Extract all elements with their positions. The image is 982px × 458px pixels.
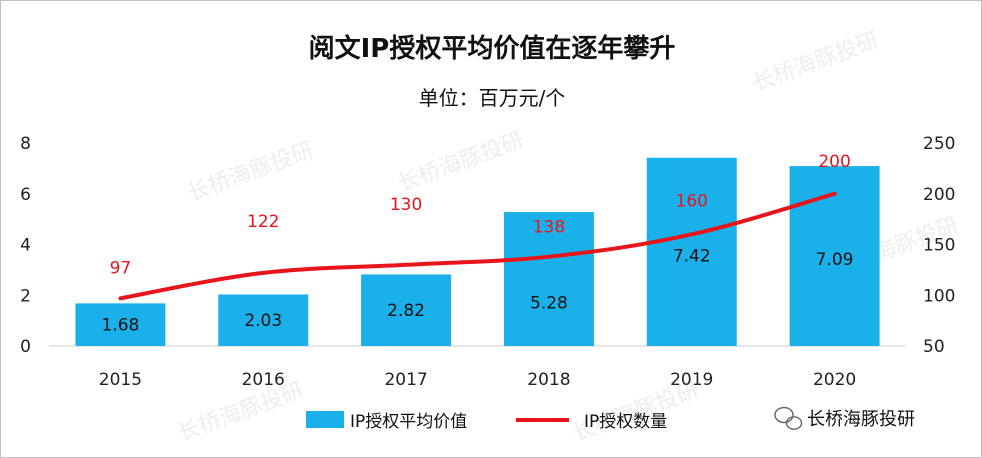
y-right-tick-label: 200 — [923, 185, 955, 205]
legend-bar-swatch — [306, 411, 344, 428]
chart-subtitle: 单位：百万元/个 — [419, 86, 566, 110]
wechat-icon — [774, 406, 803, 430]
bar — [503, 212, 594, 346]
line-value-label: 97 — [110, 258, 132, 278]
y-right-tick-label: 150 — [923, 236, 955, 256]
bar-value-labels: 1.68 2.03 2.82 5.28 7.42 7.09 — [101, 246, 853, 335]
bar — [646, 157, 737, 346]
bar — [789, 166, 880, 346]
x-tick-label: 2015 — [99, 370, 142, 390]
line-series — [118, 191, 837, 301]
x-tick-label: 2019 — [670, 370, 713, 390]
bar — [361, 274, 452, 346]
x-tick-label: 2016 — [242, 370, 285, 390]
y-left-tick-label: 4 — [20, 236, 31, 256]
line-value-label: 122 — [247, 212, 279, 232]
y-left-tick-label: 2 — [20, 286, 31, 306]
watermark-text: 长桥海豚投研 — [185, 138, 318, 207]
watermark-text: 长桥海豚投研 — [750, 28, 883, 97]
line-value-labels: 97 122 130 138 160 200 — [110, 152, 851, 279]
y-right-tick-label: 100 — [923, 286, 955, 306]
y-right-tick-label: 250 — [923, 134, 955, 154]
bar-value-label: 2.03 — [244, 311, 282, 331]
bar-value-label: 2.82 — [387, 301, 425, 321]
brand-mark: 长桥海豚投研 — [774, 406, 915, 430]
y-left-tick-label: 8 — [20, 134, 31, 154]
x-tick-label: 2018 — [527, 370, 570, 390]
chart-title: 阅文IP授权平均价值在逐年攀升 — [309, 33, 676, 64]
line-value-label: 138 — [533, 218, 565, 238]
y-right-tick-label: 50 — [923, 337, 945, 357]
x-tick-label: 2017 — [384, 370, 427, 390]
line-value-label: 130 — [390, 195, 422, 215]
bar-value-label: 7.42 — [673, 246, 711, 266]
bar-value-label: 5.28 — [530, 293, 568, 313]
bar-series — [75, 157, 880, 346]
y-left-tick-label: 0 — [20, 337, 31, 357]
x-tick-label: 2020 — [813, 370, 856, 390]
brand-name: 长桥海豚投研 — [807, 409, 915, 430]
left-axis: 0 2 4 6 8 — [20, 134, 31, 357]
line-value-label: 200 — [818, 152, 850, 172]
right-axis: 50 100 150 200 250 — [923, 134, 955, 357]
line-value-label: 160 — [676, 191, 708, 211]
bar — [75, 303, 166, 346]
bar — [218, 294, 309, 346]
bar-value-label: 7.09 — [816, 250, 854, 270]
legend: IP授权平均价值 IP授权数量 — [306, 411, 667, 432]
x-axis-ticks: 2015 2016 2017 2018 2019 2020 — [99, 370, 856, 390]
bar-value-label: 1.68 — [101, 316, 139, 336]
legend-line-label: IP授权数量 — [584, 412, 667, 432]
y-left-tick-label: 6 — [20, 185, 31, 205]
watermark-text: 长桥海豚投研 — [395, 128, 528, 197]
legend-bar-label: IP授权平均价值 — [350, 412, 467, 432]
